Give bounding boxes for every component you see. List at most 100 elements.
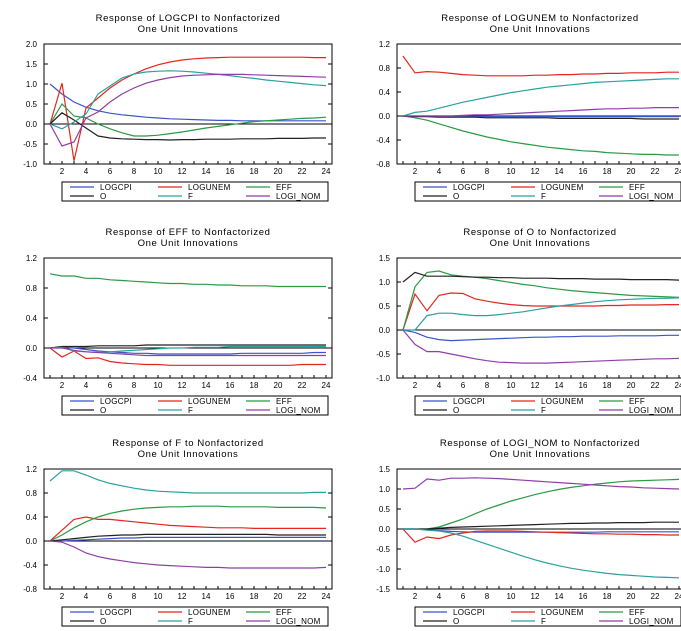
legend-label: LOGCPI [453,608,485,617]
x-tick-label: 8 [485,167,490,176]
legend-label: LOGUNEM [188,183,231,192]
x-tick-label: 16 [226,167,235,176]
x-tick-label: 4 [84,381,89,390]
legend-label: F [188,406,193,415]
chart-title: Response of F to Nonfactorized [112,438,264,449]
x-tick-label: 20 [274,167,283,176]
legend-label: O [453,192,460,201]
series-line-logunem [402,292,679,331]
x-tick-label: 8 [132,381,137,390]
x-tick-label: 24 [322,167,331,176]
legend-label: LOGUNEM [188,397,231,406]
x-tick-label: 22 [651,592,660,601]
legend-label: LOGI_NOM [629,406,674,415]
legend-label: LOGUNEM [541,608,584,617]
y-tick-label: 1.0 [379,485,391,494]
series-line-eff [403,478,680,530]
plot-frame [396,43,681,165]
x-tick-label: 14 [202,167,211,176]
x-tick-label: 16 [579,167,588,176]
x-tick-label: 18 [603,381,612,390]
y-tick-label: -0.4 [23,374,37,383]
series-line-logunem [49,516,326,542]
legend-label: O [453,406,460,415]
legend-label: O [100,192,107,201]
x-tick-label: 4 [437,167,442,176]
x-tick-label: 12 [531,381,540,390]
x-tick-label: 18 [250,381,259,390]
legend-label: EFF [629,608,645,617]
series-line-o [49,112,326,141]
series-line-f [49,70,327,130]
series-line-logi-nom [403,106,679,117]
series-line-eff [49,273,326,288]
legend-label: LOGI_NOM [629,192,674,201]
legend-label: F [541,192,546,201]
y-tick-label: 0.0 [379,112,391,121]
series-line-f [403,528,680,579]
x-tick-label: 24 [322,592,331,601]
x-tick-label: 18 [250,167,259,176]
x-tick-label: 24 [322,381,331,390]
y-tick-label: -0.8 [376,160,390,169]
y-tick-label: 1.2 [26,254,38,263]
legend-label: LOGI_NOM [629,617,674,626]
x-tick-label: 2 [413,592,418,601]
x-tick-label: 6 [108,167,113,176]
y-tick-label: -1.0 [376,565,390,574]
x-tick-label: 14 [202,381,211,390]
y-tick-label: 2.0 [26,40,38,49]
chart-panel: Response of LOGUNEM to NonfactorizedOne … [376,13,681,202]
x-tick-label: 6 [108,592,113,601]
y-tick-label: 1.0 [379,278,391,287]
x-tick-label: 12 [531,592,540,601]
plot-frame [43,257,333,379]
x-tick-label: 16 [226,592,235,601]
legend-label: EFF [276,397,292,406]
x-tick-label: 14 [555,381,564,390]
legend-label: EFF [629,397,645,406]
series-line-logcpi [402,329,679,342]
x-tick-label: 18 [603,592,612,601]
legend-label: F [541,406,546,415]
x-tick-label: 24 [675,592,681,601]
y-tick-label: 0.5 [379,505,391,514]
series-line-logunem [402,55,679,77]
legend-label: LOGCPI [100,608,132,617]
y-tick-label: -0.5 [376,350,390,359]
chart-subtitle: One Unit Innovations [490,449,591,460]
legend-label: LOGUNEM [188,608,231,617]
x-tick-label: 22 [298,592,307,601]
y-tick-label: 0.4 [26,513,38,522]
x-tick-label: 4 [437,381,442,390]
legend-label: F [188,192,193,201]
chart-subtitle: One Unit Innovations [490,238,591,249]
legend-label: LOGUNEM [541,183,584,192]
y-tick-label: 1.5 [379,254,391,263]
x-tick-label: 2 [60,381,65,390]
x-tick-label: 16 [579,592,588,601]
x-tick-label: 22 [651,381,660,390]
x-tick-label: 4 [437,592,442,601]
x-tick-label: 20 [274,381,283,390]
y-tick-label: -1.5 [376,585,390,594]
chart-title: Response of LOGCPI to Nonfactorized [96,13,281,24]
x-tick-label: 8 [132,167,137,176]
legend-label: LOGCPI [453,397,485,406]
x-tick-label: 16 [226,381,235,390]
series-line-logi-nom [49,73,327,147]
legend-label: EFF [276,608,292,617]
plot-frame [43,43,333,165]
y-tick-label: 1.2 [379,40,391,49]
series-line-eff [402,270,680,331]
series-line-logunem [49,347,326,366]
x-tick-label: 10 [154,592,163,601]
x-tick-label: 6 [461,592,466,601]
y-tick-label: -0.4 [376,136,390,145]
series-line-o [403,521,679,530]
x-tick-label: 22 [298,381,307,390]
x-tick-label: 2 [60,592,65,601]
y-tick-label: 0.0 [26,120,38,129]
